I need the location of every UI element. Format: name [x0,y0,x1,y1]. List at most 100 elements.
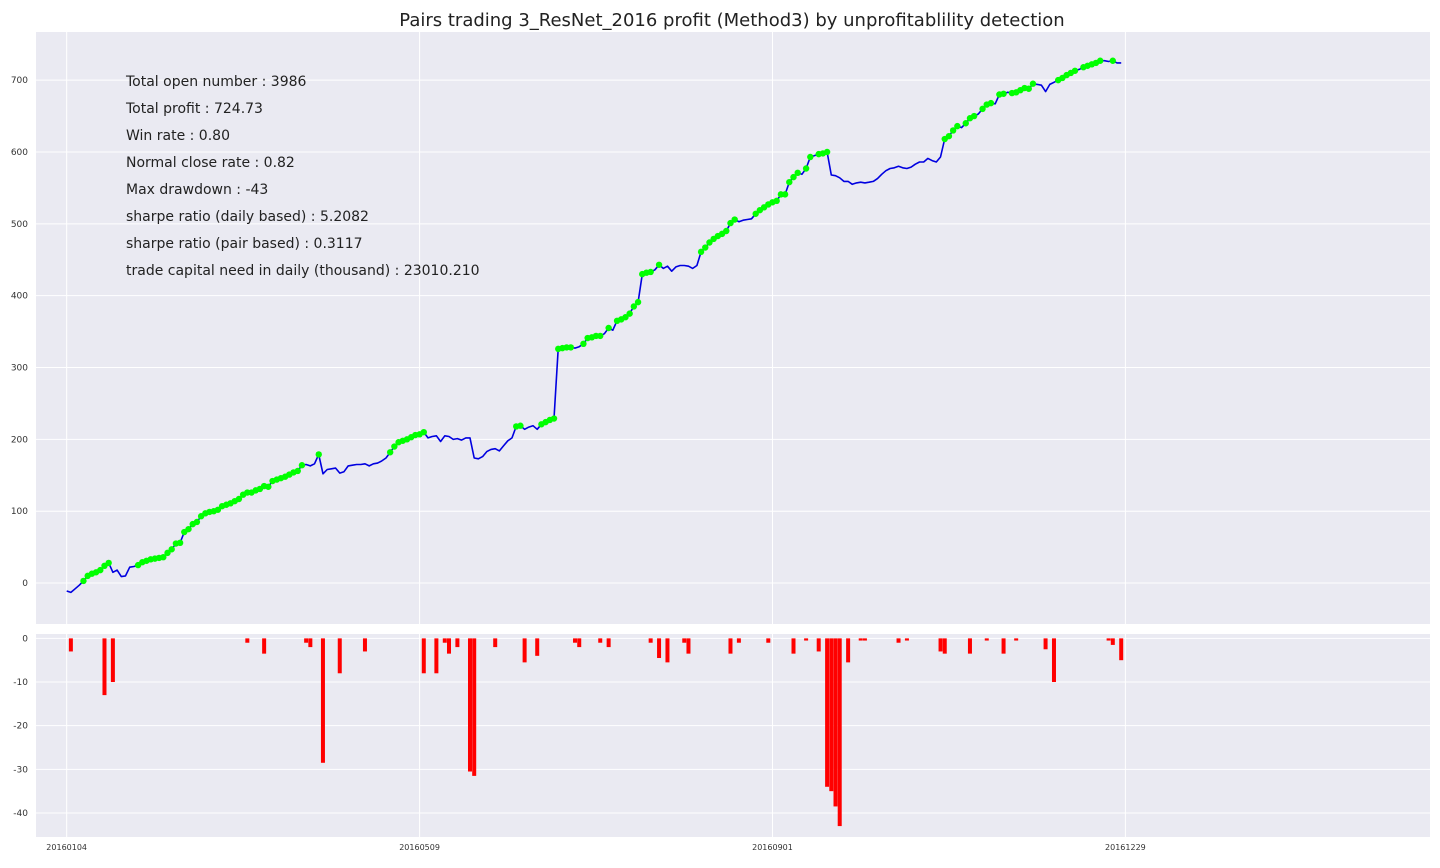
loss-bar [1051,638,1056,683]
profit-marker [752,210,759,217]
loss-bar [535,638,540,656]
stat-total-open-number: Total open number : 3986 [125,74,307,90]
loss-bar [825,638,830,787]
profit-marker [168,546,175,553]
loss-bar [522,638,527,663]
loss-y-axis: 0 -10 -20 -30 -40 [13,634,28,819]
x-tick-label: 20160104 [46,843,87,852]
profit-marker [298,462,306,469]
profit-marker [706,239,713,246]
profit-marker [723,227,730,235]
profit-marker [1109,57,1116,64]
x-axis: 20160104 20160509 20160901 20161229 [46,843,1145,852]
loss-bar [942,638,947,654]
profit-marker [697,248,705,256]
profit-marker [1029,80,1037,87]
profit-marker [786,178,793,186]
loss-bar [434,638,439,674]
statistics-annotation: Total open number : 3986 Total profit : … [125,74,480,279]
loss-bar [337,638,342,674]
profit-marker [580,340,587,348]
profit-marker [773,197,780,205]
profit-marker [727,219,734,227]
loss-bar [816,638,821,652]
profit-marker [164,549,171,557]
loss-bar [455,638,460,648]
loss-bar [68,638,73,652]
profit-marker [802,165,810,172]
profit-marker [597,332,604,340]
profit-y-tick-label: 400 [11,292,28,302]
profit-marker [1071,67,1079,74]
profit-marker [265,483,272,490]
profit-marker [987,99,995,107]
profit-y-tick-label: 700 [11,76,28,86]
loss-bar [1119,638,1124,661]
loss-bar [896,638,901,643]
profit-marker [655,261,663,268]
loss-bar [1043,638,1048,650]
profit-marker [185,525,192,533]
loss-y-tick-label: -20 [13,722,28,732]
profit-marker [647,268,654,276]
profit-marker [97,566,104,574]
loss-bar [904,638,909,641]
loss-bar [606,638,611,648]
profit-marker [731,216,738,223]
profit-marker [386,449,394,456]
profit-marker [781,191,789,198]
profit-marker [954,122,961,130]
loss-bar [665,638,670,663]
profit-marker [294,467,301,475]
profit-markers [80,57,1116,585]
loss-bar [833,638,838,807]
loss-bar [598,638,603,643]
profit-marker [622,314,629,321]
loss-y-tick-label: -10 [13,678,28,688]
profit-marker [176,539,184,547]
loss-bar [648,638,653,643]
profit-marker [634,298,642,306]
stat-max-drawdown: Max drawdown : -43 [126,182,268,198]
loss-bar [1106,638,1111,641]
loss-bar [467,638,472,772]
profit-marker [823,148,831,156]
profit-marker [420,428,427,436]
stat-win-rate: Win rate : 0.80 [126,128,230,144]
loss-panel-gridlines [36,634,1430,837]
loss-bar [362,638,367,652]
profit-marker [979,105,986,113]
profit-marker [962,120,969,127]
profit-y-axis: 0 100 200 300 400 500 600 700 [11,76,28,589]
loss-bar [308,638,313,648]
loss-bar [967,638,972,654]
profit-marker [160,553,167,561]
profit-marker [970,112,978,120]
loss-bar [262,638,267,654]
loss-bar [862,638,867,641]
loss-bar [682,638,687,643]
loss-bar [984,638,989,641]
loss-panel-background [36,634,1430,837]
profit-marker [794,169,801,177]
profit-marker [605,324,612,332]
loss-bar [1001,638,1006,654]
loss-bar [686,638,691,654]
x-tick-label: 20161229 [1105,843,1146,852]
loss-bar [846,638,851,663]
profit-marker [790,173,797,181]
profit-marker [630,303,638,310]
profit-y-tick-label: 100 [11,507,28,517]
profit-marker [949,127,957,134]
loss-bar [102,638,107,696]
profit-y-tick-label: 600 [11,148,28,158]
profit-marker [235,495,243,503]
loss-bar [442,638,447,643]
stat-normal-close-rate: Normal close rate : 0.82 [126,155,295,171]
profit-marker [567,344,575,351]
profit-y-tick-label: 500 [11,220,28,230]
x-tick-label: 20160509 [399,843,440,852]
loss-bar [938,638,943,652]
